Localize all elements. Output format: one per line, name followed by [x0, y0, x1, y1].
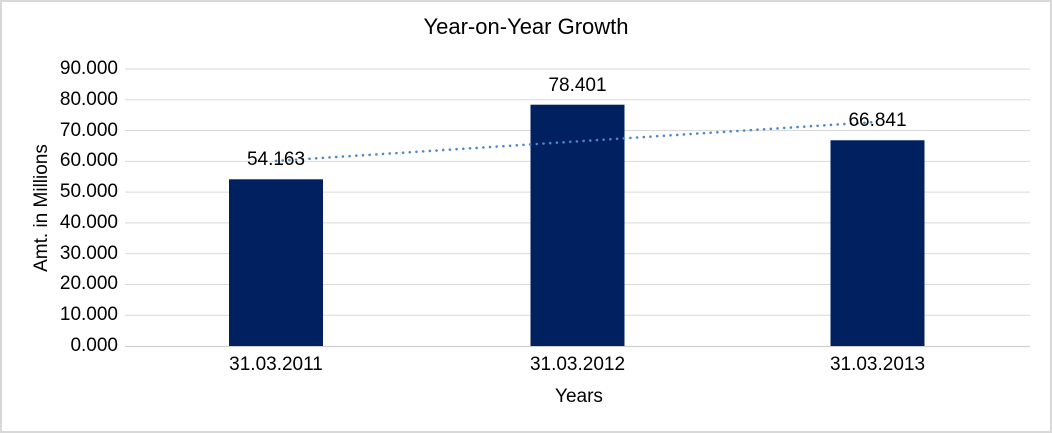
bar-31.03.2011[interactable]: [229, 179, 323, 346]
y-axis-tick-label: 80.000: [59, 88, 118, 110]
y-axis-tick-label: 10.000: [59, 304, 118, 326]
bar-31.03.2012[interactable]: [530, 104, 625, 346]
data-label: 66.841: [848, 110, 907, 132]
chart-title: Year-on-Year Growth: [423, 14, 629, 39]
x-axis-tick-label: 31.03.2012: [529, 354, 626, 375]
data-label: 54.163: [246, 149, 306, 171]
y-axis-tick-label: 20.000: [59, 273, 118, 295]
x-axis-title: Years: [555, 386, 603, 407]
y-axis-tick-label: 90.000: [59, 58, 118, 79]
y-axis-tick-label: 70.000: [59, 119, 118, 141]
x-axis-tick-label: 31.03.2013: [829, 354, 926, 375]
y-axis-tick-label: 40.000: [59, 211, 118, 233]
data-label: 78.401: [548, 74, 607, 96]
y-axis-tick-label: 0.000: [70, 335, 118, 356]
trendline[interactable]: [274, 120, 879, 163]
y-axis-tick-label: 30.000: [59, 242, 118, 264]
x-axis-tick-label: 31.03.2011: [229, 354, 323, 375]
y-axis-tick-label: 50.000: [59, 181, 118, 203]
y-axis-tick-label: 60.000: [59, 150, 118, 172]
bar-31.03.2013[interactable]: [830, 140, 925, 346]
